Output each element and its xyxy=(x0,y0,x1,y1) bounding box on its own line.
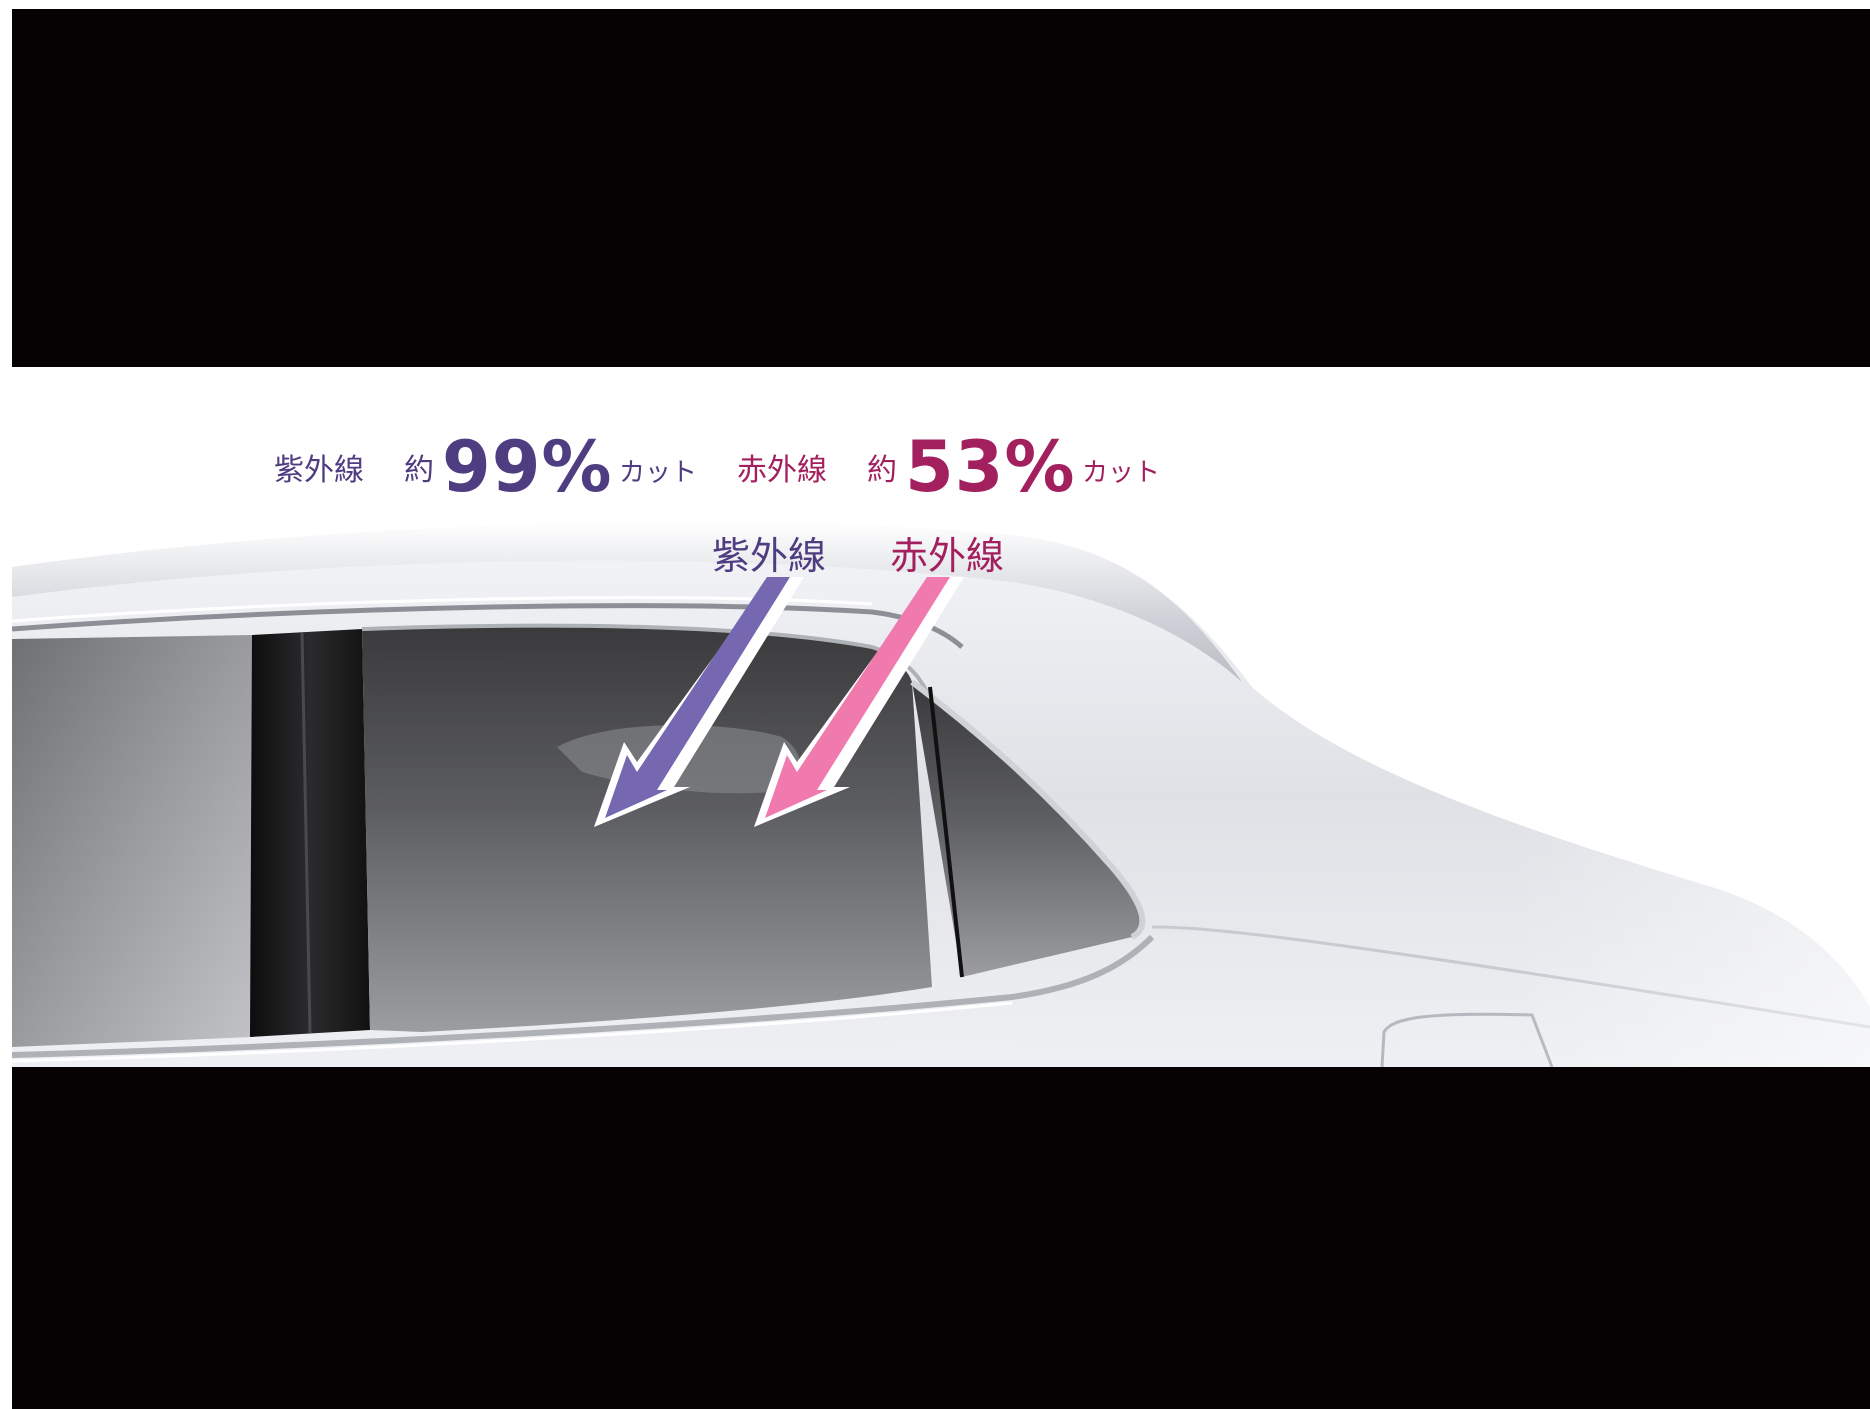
uv-label: 紫外線 xyxy=(274,453,364,488)
quarter-window xyxy=(912,682,1143,977)
black-frame: 紫外線 約 99% カット 赤外線 約 53% カット 紫外線 赤外線 xyxy=(12,9,1870,1409)
ir-prefix: 約 xyxy=(867,453,897,488)
ir-label: 赤外線 xyxy=(737,453,827,488)
ir-arrow-icon xyxy=(754,577,964,827)
roof-line xyxy=(12,521,1242,682)
front-window xyxy=(12,635,252,1047)
uv-value: 99% xyxy=(442,426,613,508)
car-window-illustration xyxy=(12,367,1870,1067)
ir-suffix: カット xyxy=(1082,458,1161,488)
belt-line xyxy=(12,934,1155,1058)
ir-arrow-label: 赤外線 xyxy=(890,534,1005,578)
uv-prefix: 約 xyxy=(404,453,434,488)
uv-arrow-icon xyxy=(594,577,804,827)
b-pillar xyxy=(250,629,370,1037)
uv-suffix: カット xyxy=(619,458,698,488)
uv-arrow-label: 紫外線 xyxy=(712,534,827,578)
ir-value: 53% xyxy=(905,426,1076,508)
rear-window xyxy=(362,625,932,1032)
illustration-panel: 紫外線 約 99% カット 赤外線 約 53% カット 紫外線 赤外線 xyxy=(12,367,1870,1067)
